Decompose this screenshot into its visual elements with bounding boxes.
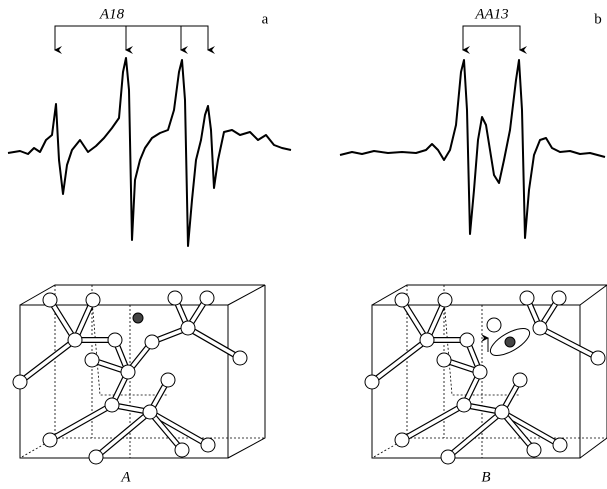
- bracket: [463, 26, 520, 50]
- bracket: [55, 26, 208, 50]
- atoms: [365, 291, 605, 464]
- crystal-structure: [13, 285, 265, 464]
- panel-label: b: [594, 11, 602, 27]
- marker-label: AA13: [474, 6, 508, 22]
- panel-label: a: [262, 11, 269, 27]
- crystal-structure: [365, 285, 607, 464]
- structure-label: B: [481, 469, 490, 485]
- figure: A18 a AA13 b: [0, 0, 607, 489]
- marker-label: A18: [99, 6, 125, 22]
- spectrum: [340, 60, 605, 238]
- spectrum: [8, 58, 291, 246]
- structure-label: A: [120, 469, 131, 485]
